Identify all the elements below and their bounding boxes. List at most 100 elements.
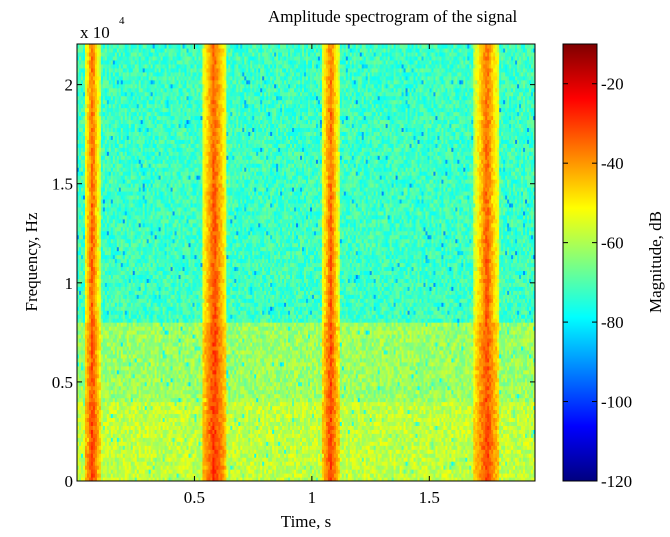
- heatmap-cell: [92, 437, 96, 442]
- heatmap-cell: [94, 314, 98, 319]
- heatmap-cell: [102, 461, 106, 466]
- heatmap-cell: [78, 79, 82, 85]
- heatmap-cell: [86, 357, 90, 363]
- heatmap-cell: [84, 274, 88, 279]
- heatmap-cell: [82, 341, 86, 347]
- heatmap-cell: [84, 286, 88, 291]
- heatmap-cell: [120, 298, 124, 303]
- heatmap-cell: [78, 171, 82, 176]
- heatmap-cell: [80, 294, 84, 299]
- heatmap-cell: [116, 469, 120, 474]
- heatmap-cell: [104, 143, 108, 148]
- heatmap-cell: [136, 226, 140, 232]
- heatmap-cell: [104, 167, 108, 172]
- heatmap-cell: [142, 433, 146, 438]
- heatmap-cell: [90, 369, 94, 375]
- heatmap-cell: [92, 47, 96, 53]
- heatmap-cell: [118, 457, 122, 462]
- heatmap-cell: [142, 449, 146, 454]
- heatmap-cell: [88, 75, 92, 81]
- heatmap-cell: [106, 345, 110, 351]
- heatmap-cell: [78, 103, 82, 109]
- heatmap-cell: [82, 337, 86, 343]
- heatmap-cell: [90, 266, 94, 272]
- heatmap-cell: [108, 417, 112, 423]
- heatmap-cell: [122, 242, 126, 248]
- heatmap-cell: [120, 266, 124, 272]
- heatmap-cell: [126, 91, 130, 97]
- heatmap-cell: [90, 389, 94, 395]
- heatmap-cell: [88, 103, 92, 109]
- heatmap-cell: [96, 330, 100, 335]
- heatmap-cell: [126, 194, 130, 200]
- heatmap-cell: [94, 44, 98, 49]
- heatmap-cell: [82, 270, 86, 276]
- heatmap-cell: [98, 83, 102, 89]
- heatmap-cell: [116, 139, 120, 144]
- heatmap-cell: [98, 266, 102, 272]
- heatmap-cell: [114, 381, 118, 387]
- heatmap-cell: [122, 175, 126, 180]
- heatmap-cell: [82, 369, 86, 375]
- heatmap-cell: [80, 326, 84, 331]
- heatmap-cell: [118, 385, 122, 391]
- heatmap-cell: [90, 353, 94, 359]
- heatmap-cell: [88, 266, 92, 272]
- heatmap-cell: [88, 318, 92, 323]
- heatmap-cell: [106, 278, 110, 283]
- heatmap-cell: [120, 341, 124, 347]
- heatmap-cell: [128, 421, 132, 426]
- heatmap-cell: [82, 298, 86, 303]
- heatmap-cell: [116, 441, 120, 446]
- heatmap-cell: [86, 290, 90, 295]
- heatmap-cell: [98, 206, 102, 212]
- heatmap-cell: [94, 326, 98, 331]
- heatmap-cell: [136, 385, 140, 391]
- heatmap-cell: [140, 119, 144, 125]
- heatmap-cell: [86, 445, 90, 450]
- heatmap-cell: [78, 369, 82, 375]
- heatmap-cell: [96, 409, 100, 415]
- heatmap-cell: [96, 477, 100, 481]
- heatmap-cell: [86, 210, 90, 216]
- heatmap-cell: [118, 381, 122, 387]
- heatmap-cell: [128, 465, 132, 470]
- heatmap-cell: [142, 278, 146, 283]
- heatmap-cell: [118, 83, 122, 89]
- heatmap-cell: [86, 234, 90, 240]
- heatmap-cell: [106, 44, 110, 49]
- heatmap-cell: [94, 47, 98, 53]
- heatmap-cell: [82, 278, 86, 283]
- heatmap-cell: [77, 151, 80, 156]
- heatmap-cell: [122, 262, 126, 268]
- heatmap-cell: [116, 210, 120, 216]
- heatmap-cell: [118, 234, 122, 240]
- heatmap-cell: [118, 353, 122, 359]
- heatmap-cell: [118, 334, 122, 339]
- heatmap-cell: [124, 361, 128, 367]
- heatmap-cell: [104, 413, 108, 419]
- heatmap-cell: [98, 250, 102, 256]
- heatmap-cell: [140, 361, 144, 367]
- heatmap-cell: [136, 87, 140, 93]
- heatmap-cell: [106, 477, 110, 481]
- heatmap-cell: [86, 373, 90, 379]
- heatmap-cell: [80, 278, 84, 283]
- heatmap-cell: [90, 278, 94, 283]
- heatmap-cell: [82, 405, 86, 411]
- heatmap-cell: [80, 262, 84, 268]
- heatmap-cell: [80, 194, 84, 200]
- heatmap-cell: [104, 401, 108, 407]
- heatmap-cell: [82, 103, 86, 109]
- heatmap-cell: [84, 306, 88, 311]
- heatmap-cell: [92, 63, 96, 69]
- heatmap-cell: [106, 405, 110, 411]
- heatmap-cell: [100, 175, 104, 180]
- heatmap-cell: [102, 147, 106, 152]
- heatmap-cell: [84, 302, 88, 307]
- heatmap-cell: [78, 230, 82, 236]
- heatmap-cell: [138, 409, 142, 415]
- heatmap-cell: [82, 381, 86, 387]
- heatmap-cell: [100, 103, 104, 109]
- heatmap-cell: [84, 457, 88, 462]
